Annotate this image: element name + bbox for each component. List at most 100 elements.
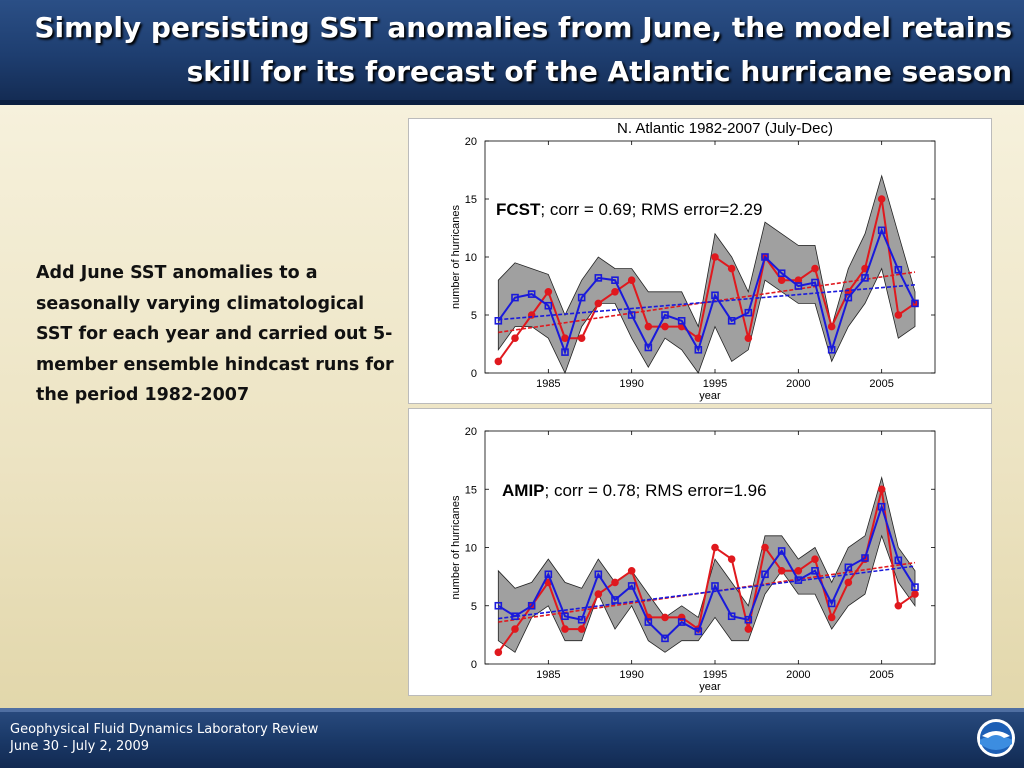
observed-point bbox=[777, 567, 786, 575]
model-point bbox=[794, 576, 803, 584]
model-point bbox=[711, 291, 719, 300]
model-point bbox=[494, 317, 503, 325]
ensemble-spread-band bbox=[497, 476, 916, 653]
y-axis-label: number of hurricanes bbox=[450, 495, 462, 599]
model-point bbox=[894, 556, 903, 565]
model-point bbox=[527, 601, 536, 610]
model-point bbox=[577, 293, 586, 302]
observed-point bbox=[611, 578, 619, 587]
observed-point bbox=[894, 601, 903, 610]
observed-point bbox=[627, 567, 636, 575]
y-tick-label: 5 bbox=[471, 601, 477, 613]
model-point bbox=[911, 583, 919, 591]
y-tick-label: 10 bbox=[465, 252, 477, 264]
model-point bbox=[677, 317, 686, 325]
model-point bbox=[827, 346, 836, 354]
observed-point bbox=[494, 648, 503, 657]
header-divider bbox=[0, 100, 1024, 105]
observed-point bbox=[644, 322, 653, 331]
y-axis-label: number of hurricanes bbox=[450, 205, 462, 309]
model-point bbox=[661, 634, 669, 643]
annotation-stats: ; corr = 0.69; RMS error=2.29 bbox=[540, 200, 762, 219]
model-point bbox=[744, 308, 753, 317]
observed-point bbox=[877, 485, 886, 494]
model-point bbox=[627, 311, 636, 319]
observed-point bbox=[744, 334, 753, 342]
y-tick-label: 20 bbox=[465, 136, 477, 148]
x-tick-label: 1990 bbox=[619, 669, 643, 681]
body-text: Add June SST anomalies to a seasonally v… bbox=[36, 263, 394, 405]
observed-point bbox=[661, 613, 669, 622]
model-point bbox=[511, 612, 519, 621]
y-tick-label: 10 bbox=[465, 543, 477, 555]
model-point bbox=[677, 618, 686, 626]
model-point bbox=[861, 274, 869, 282]
x-tick-label: 2000 bbox=[786, 669, 810, 681]
x-axis-label: year bbox=[699, 681, 721, 693]
observed-point bbox=[561, 334, 569, 342]
model-point bbox=[644, 343, 653, 352]
model-point bbox=[594, 274, 603, 282]
model-point bbox=[644, 618, 653, 626]
x-tick-label: 2005 bbox=[869, 378, 893, 390]
footer-date: June 30 - July 2, 2009 bbox=[10, 739, 150, 754]
model-point bbox=[694, 346, 703, 354]
model-point bbox=[544, 301, 553, 310]
model-series-line bbox=[497, 227, 916, 356]
chart-title: N. Atlantic 1982-2007 (July-Dec) bbox=[617, 120, 833, 137]
observed-point bbox=[761, 543, 769, 552]
observed-point bbox=[877, 195, 886, 203]
y-tick-label: 15 bbox=[465, 194, 477, 206]
y-tick-label: 5 bbox=[471, 310, 477, 322]
model-point bbox=[511, 293, 519, 302]
x-tick-label: 2000 bbox=[786, 378, 810, 390]
observed-point bbox=[911, 590, 919, 598]
observed-point bbox=[811, 555, 819, 563]
model-trend-line bbox=[498, 284, 916, 321]
observed-point bbox=[744, 625, 753, 633]
model-point bbox=[594, 570, 603, 579]
footer-bar bbox=[0, 708, 1024, 768]
chart-annotation: AMIP; corr = 0.78; RMS error=1.96 bbox=[502, 481, 767, 500]
footer-title: Geophysical Fluid Dynamics Laboratory Re… bbox=[10, 722, 319, 737]
footer-divider bbox=[0, 708, 1024, 712]
observed-point bbox=[811, 264, 819, 273]
amip-chart-panel: 1985 1990 1995 2000 2005 0 5 10 15 20 year number o… bbox=[408, 408, 992, 696]
observed-point bbox=[711, 543, 719, 552]
y-tick-label: 15 bbox=[465, 484, 477, 496]
y-tick-label: 0 bbox=[471, 659, 477, 671]
observed-point bbox=[794, 567, 803, 575]
model-point bbox=[877, 502, 886, 511]
y-tick-label: 20 bbox=[465, 426, 477, 438]
observed-point bbox=[594, 590, 603, 598]
ensemble-spread-band bbox=[497, 174, 916, 375]
model-point bbox=[811, 567, 819, 575]
noaa-logo-icon bbox=[977, 719, 1015, 757]
x-tick-label: 1985 bbox=[536, 378, 560, 390]
observed-point bbox=[544, 288, 553, 296]
annotation-model-name: FCST bbox=[496, 200, 541, 219]
model-point bbox=[611, 596, 619, 604]
observed-point bbox=[577, 625, 586, 633]
y-tick-label: 0 bbox=[471, 368, 477, 380]
model-point bbox=[544, 570, 553, 579]
fcst-chart: 1985 1990 1995 2000 2005 0 5 10 15 20 year number o… bbox=[450, 120, 936, 402]
observed-point bbox=[894, 311, 903, 319]
model-point bbox=[561, 612, 569, 621]
chart-annotation: FCST; corr = 0.69; RMS error=2.29 bbox=[496, 200, 762, 219]
observed-point bbox=[777, 276, 786, 284]
model-point bbox=[727, 317, 736, 325]
model-point bbox=[811, 278, 819, 287]
model-point bbox=[794, 282, 803, 290]
model-point bbox=[877, 226, 886, 235]
observed-point bbox=[511, 334, 519, 342]
fcst-chart-panel: 1985 1990 1995 2000 2005 0 5 10 15 20 year number o… bbox=[408, 118, 992, 404]
x-tick-label: 2005 bbox=[869, 669, 893, 681]
model-point bbox=[894, 265, 903, 274]
model-point bbox=[777, 547, 786, 555]
observed-point bbox=[661, 322, 669, 331]
model-point bbox=[627, 582, 636, 590]
observed-point bbox=[511, 625, 519, 633]
slide-title: Simply persisting SST anomalies from Jun… bbox=[34, 11, 1012, 88]
x-axis-label: year bbox=[699, 390, 721, 402]
